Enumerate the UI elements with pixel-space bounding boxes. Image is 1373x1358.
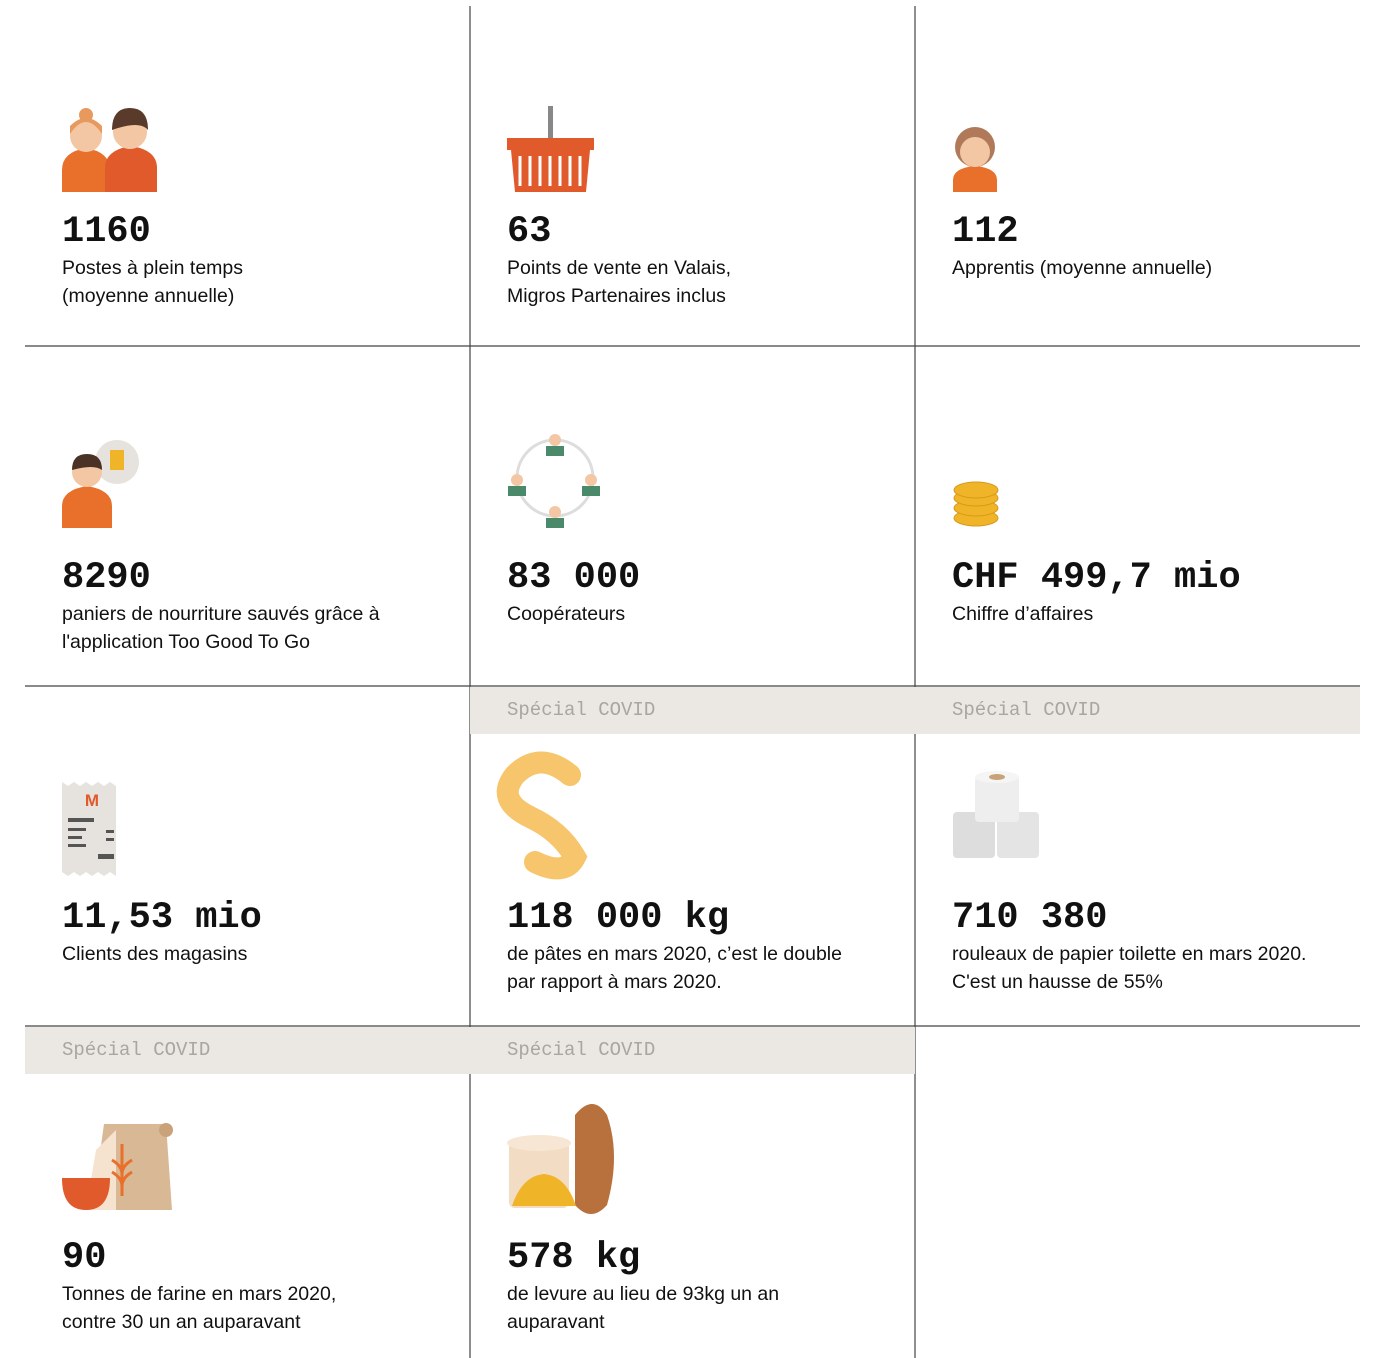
stat-description: rouleaux de papier toilette en mars 2020…	[952, 940, 1306, 968]
icon-receipt: M	[62, 782, 116, 876]
stat-value: CHF 499,7 mio	[952, 558, 1241, 598]
covid-tag: Spécial COVID	[507, 687, 655, 734]
svg-text:M: M	[85, 791, 99, 810]
stat-description: contre 30 un an auparavant	[62, 1308, 301, 1336]
stat-value: 118 000 kg	[507, 898, 729, 938]
stat-description: (moyenne annuelle)	[62, 282, 234, 310]
stat-description: auparavant	[507, 1308, 605, 1336]
icon-toilet-paper	[953, 771, 1039, 858]
stats-grid: M 1160Postes à plein temps(moyenne annue…	[0, 0, 1373, 1358]
stat-description: Apprentis (moyenne annuelle)	[952, 254, 1212, 282]
stat-description: de pâtes en mars 2020, c’est le double	[507, 940, 842, 968]
stat-description: Postes à plein temps	[62, 254, 243, 282]
stat-value: 710 380	[952, 898, 1107, 938]
stat-description: C'est un hausse de 55%	[952, 968, 1163, 996]
covid-tag: Spécial COVID	[952, 687, 1100, 734]
icon-bread	[507, 1104, 614, 1214]
stat-description: paniers de nourriture sauvés grâce à	[62, 600, 380, 628]
stat-value: 83 000	[507, 558, 640, 598]
icon-basket	[507, 106, 594, 192]
stat-description: Migros Partenaires inclus	[507, 282, 726, 310]
stat-value: 63	[507, 212, 551, 252]
stat-description: Clients des magasins	[62, 940, 247, 968]
stat-description: de levure au lieu de 93kg un an	[507, 1280, 779, 1308]
icon-flour	[62, 1123, 173, 1210]
stat-description: Tonnes de farine en mars 2020,	[62, 1280, 336, 1308]
icon-staff	[62, 108, 157, 192]
stat-description: Coopérateurs	[507, 600, 625, 628]
stat-value: 1160	[62, 212, 151, 252]
stat-description: par rapport à mars 2020.	[507, 968, 722, 996]
icon-pasta	[508, 763, 575, 869]
stat-description: Points de vente en Valais,	[507, 254, 731, 282]
stat-value: 578 kg	[507, 1238, 640, 1278]
layout: M	[0, 0, 1373, 1358]
icon-coins	[954, 482, 998, 526]
stat-value: 8290	[62, 558, 151, 598]
stat-value: 112	[952, 212, 1019, 252]
icon-cooperators	[508, 434, 600, 528]
covid-tag: Spécial COVID	[62, 1027, 210, 1074]
covid-tag: Spécial COVID	[507, 1027, 655, 1074]
stat-description: l'application Too Good To Go	[62, 628, 310, 656]
stat-value: 90	[62, 1238, 106, 1278]
stat-value: 11,53 mio	[62, 898, 262, 938]
stat-description: Chiffre d’affaires	[952, 600, 1093, 628]
icon-apprentice	[953, 127, 997, 192]
icon-tgtg	[62, 440, 139, 528]
